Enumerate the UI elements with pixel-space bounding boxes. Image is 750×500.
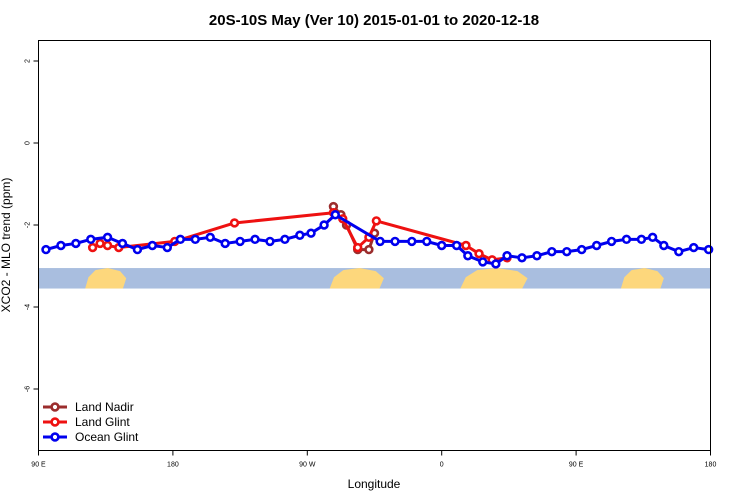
point-ocean-glint-34	[562, 246, 572, 257]
point-ocean-glint-25	[437, 240, 447, 251]
point-ocean-glint-38	[621, 234, 632, 245]
point-ocean-glint-33	[547, 246, 557, 257]
point-ocean-glint-27	[463, 251, 473, 261]
point-ocean-glint-10	[190, 234, 201, 245]
legend-marker-land-nadir	[50, 402, 60, 412]
y-tick-label-0: 2	[25, 59, 32, 63]
point-ocean-glint-16	[280, 234, 290, 245]
point-ocean-glint-22	[390, 236, 400, 247]
point-ocean-glint-17	[295, 230, 305, 240]
point-land-glint-10	[371, 216, 382, 226]
point-ocean-glint-18	[306, 228, 316, 238]
point-ocean-glint-26	[451, 240, 462, 251]
x-tick-label-0: 90 E	[31, 462, 46, 469]
point-ocean-glint-35	[576, 244, 587, 255]
point-land-nadir-4	[364, 244, 374, 255]
point-land-glint-12	[474, 249, 484, 259]
point-ocean-glint-2	[71, 238, 81, 249]
point-ocean-glint-7	[147, 240, 158, 251]
legend-label-ocean-glint: Ocean Glint	[75, 430, 139, 444]
x-tick-label-4: 90 E	[569, 462, 584, 469]
point-ocean-glint-36	[591, 240, 602, 251]
point-ocean-glint-30	[502, 251, 512, 261]
point-ocean-glint-11	[205, 232, 215, 243]
point-ocean-glint-32	[532, 251, 542, 261]
legend-marker-ocean-glint	[50, 432, 60, 442]
land-mass-0	[85, 268, 127, 289]
point-ocean-glint-21	[375, 236, 385, 247]
legend-label-land-nadir: Land Nadir	[75, 400, 134, 414]
point-ocean-glint-3	[86, 234, 96, 245]
point-ocean-glint-1	[56, 240, 66, 251]
y-tick-label-2: -2	[25, 222, 32, 228]
point-ocean-glint-5	[117, 238, 128, 249]
point-ocean-glint-23	[407, 236, 417, 247]
x-tick-label-5: 180	[705, 462, 717, 469]
point-ocean-glint-42	[674, 246, 684, 257]
point-ocean-glint-14	[250, 234, 260, 245]
series-layer	[41, 201, 714, 269]
point-land-glint-11	[461, 240, 471, 251]
point-ocean-glint-31	[517, 253, 527, 263]
point-ocean-glint-29	[491, 259, 501, 269]
point-land-glint-2	[102, 240, 113, 251]
land-mass-1	[329, 268, 384, 289]
point-land-glint-1	[95, 238, 105, 249]
legend-label-land-glint: Land Glint	[75, 415, 130, 429]
point-land-glint-5	[229, 218, 240, 228]
chart-title: 20S-10S May (Ver 10) 2015-01-01 to 2020-…	[209, 12, 539, 29]
point-ocean-glint-44	[703, 244, 714, 255]
point-ocean-glint-4	[102, 232, 113, 243]
point-ocean-glint-41	[659, 240, 669, 251]
y-tick-label-4: -6	[25, 386, 32, 392]
land-mass-3	[620, 268, 664, 289]
x-tick-label-2: 90 W	[299, 462, 316, 469]
y-axis: 2 0 -2 -4 -6	[25, 59, 39, 392]
point-land-glint-0	[87, 242, 98, 253]
point-ocean-glint-19	[319, 220, 329, 230]
point-ocean-glint-15	[265, 236, 275, 247]
point-ocean-glint-0	[41, 244, 51, 255]
point-ocean-glint-37	[606, 236, 617, 247]
land-ocean-band	[38, 268, 711, 289]
point-ocean-glint-6	[132, 244, 143, 255]
land-mass-2	[460, 268, 528, 289]
y-tick-label-1: 0	[25, 141, 32, 145]
point-ocean-glint-43	[688, 242, 699, 253]
point-ocean-glint-39	[636, 234, 647, 245]
point-ocean-glint-24	[422, 236, 432, 247]
legend-marker-land-glint	[50, 417, 60, 427]
point-ocean-glint-13	[235, 236, 245, 247]
point-ocean-glint-8	[162, 242, 173, 253]
y-tick-label-3: -4	[25, 304, 32, 310]
plot-frame	[38, 40, 711, 451]
point-land-glint-8	[353, 242, 363, 253]
point-ocean-glint-40	[647, 232, 658, 243]
x-axis: 90 E 180 90 W 0 90 E 180	[31, 450, 717, 469]
point-ocean-glint-20	[330, 210, 340, 220]
point-ocean-glint-9	[175, 234, 186, 245]
point-ocean-glint-12	[220, 238, 230, 249]
point-ocean-glint-28	[478, 257, 488, 267]
x-tick-label-1: 180	[167, 462, 179, 469]
x-tick-label-3: 0	[440, 462, 444, 469]
x-axis-label: Longitude	[348, 477, 401, 491]
y-axis-label: XCO2 - MLO trend (ppm)	[0, 178, 13, 313]
